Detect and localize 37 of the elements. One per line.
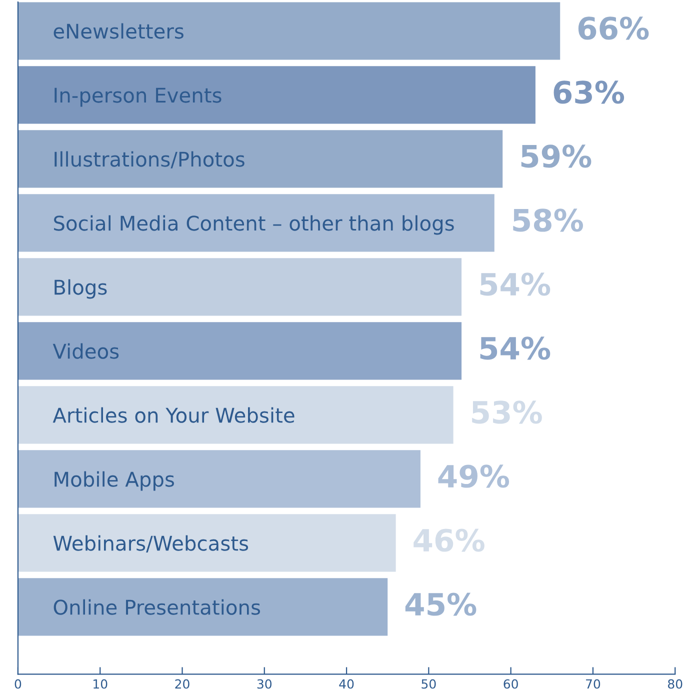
x-tick-label: 30: [257, 679, 272, 689]
x-tick-label: 60: [504, 679, 518, 689]
y-tick-label: eNewsletters: [54, 23, 184, 39]
y-tick-label: Webinars/Webcasts: [53, 535, 248, 552]
data-label: 66%: [578, 16, 649, 40]
bar: [18, 450, 420, 508]
x-tick-label: 20: [175, 679, 190, 689]
x-tick-label: 70: [586, 679, 600, 689]
bar: [18, 258, 462, 316]
bar: [18, 130, 503, 188]
data-label: 54%: [480, 272, 550, 296]
bar: [18, 2, 560, 60]
bar: [18, 514, 396, 572]
y-tick-label: Online Presentations: [54, 599, 260, 615]
bar: [18, 386, 454, 444]
data-label: 54%: [480, 336, 550, 360]
data-label: 49%: [438, 464, 510, 488]
y-tick-label: In-person Events: [54, 88, 222, 107]
y-tick-label: Blogs: [54, 279, 107, 299]
x-tick-label: 80: [668, 679, 682, 689]
x-tick-label: 0: [14, 679, 22, 689]
data-label: 45%: [405, 592, 476, 616]
y-tick-label: Social Media Content – other than blogs: [54, 215, 454, 235]
y-tick-label: Illustrations/Photos: [54, 151, 244, 168]
y-tick-label: Articles on Your Website: [52, 407, 294, 423]
bar: [18, 322, 462, 380]
x-tick-label: 50: [422, 679, 436, 689]
data-label: 58%: [513, 208, 583, 232]
y-tick-label: Mobile Apps: [54, 471, 174, 491]
data-label: 63%: [554, 80, 624, 104]
y-tick-label: Videos: [52, 343, 119, 359]
x-tick-label: 10: [94, 679, 108, 689]
x-tick-label: 40: [339, 679, 354, 689]
data-label: 59%: [521, 144, 592, 168]
bar: [18, 578, 388, 636]
bar: [18, 194, 494, 252]
bar: [18, 66, 536, 124]
